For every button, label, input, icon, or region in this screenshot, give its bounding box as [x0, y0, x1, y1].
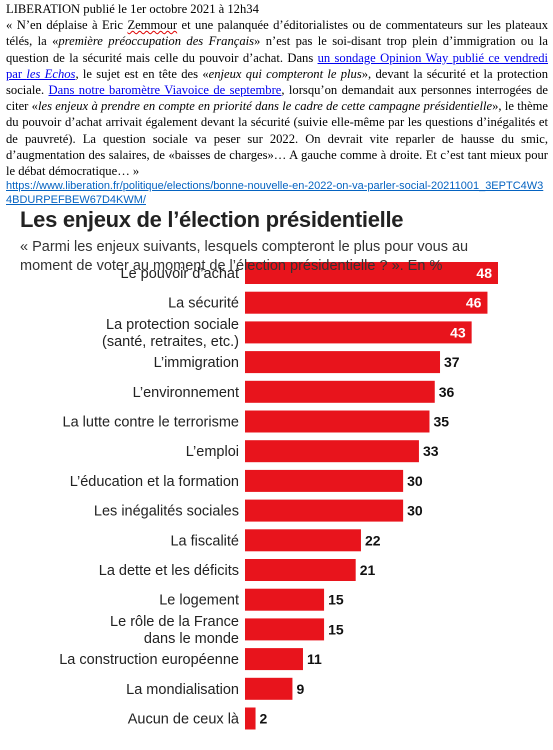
value-label-15: 2 [260, 711, 268, 727]
value-label-8: 30 [407, 503, 423, 519]
category-label-4: L’environnement [133, 385, 239, 401]
category-label-3: L’immigration [154, 355, 239, 371]
bar-6 [245, 440, 419, 463]
value-label-7: 30 [407, 473, 423, 489]
bar-1 [245, 291, 488, 314]
article-quote-3: les enjeux à prendre en compte en priori… [37, 99, 493, 114]
article-name-zemmour: Zemmour [127, 18, 178, 33]
bar-12 [245, 618, 325, 641]
bar-15 [245, 707, 256, 730]
bar-7 [245, 469, 404, 492]
bar-13 [245, 648, 303, 671]
category-label-2: La protection sociale (santé, retraites, … [102, 317, 239, 350]
bar-10 [245, 559, 356, 581]
value-label-14: 9 [296, 681, 304, 697]
article-text: LIBERATION publié le 1er octobre 2021 à … [6, 1, 548, 207]
category-label-1: La sécurité [168, 296, 239, 312]
bar-4 [245, 380, 435, 403]
category-label-0: Le pouvoir d’achat [121, 266, 240, 282]
value-label-13: 11 [307, 651, 322, 667]
value-label-11: 15 [328, 592, 344, 608]
value-label-2: 43 [450, 324, 466, 340]
article-header: LIBERATION publié le 1er octobre 2021 à … [6, 2, 259, 16]
value-label-10: 21 [360, 562, 376, 578]
category-label-13: La construction européenne [59, 652, 239, 668]
category-label-8: Les inégalités sociales [94, 504, 239, 520]
bar-5 [245, 410, 430, 433]
bar-3 [245, 351, 441, 374]
article-text-4: , le sujet est en tête des « [75, 66, 209, 81]
opinionway-link[interactable]: un sondage Opinion Way publié ce vendred… [6, 50, 548, 81]
category-label-10: La dette et les déficits [99, 563, 239, 579]
article-text-2: et une palanquée d’éditorialistes ou de … [6, 18, 548, 49]
article-text-7: », le thème du pouvoir d’achat arrivait … [6, 99, 548, 179]
category-label-15: Aucun de ceux là [128, 712, 240, 728]
bars-group: Le pouvoir d’achat 48 La sécurité 46 La prot… [59, 262, 498, 730]
bar-0 [245, 262, 498, 284]
bar-14 [245, 677, 293, 700]
value-label-6: 33 [423, 443, 439, 459]
bar-11 [245, 588, 325, 611]
chart-title: Les enjeux de l’élection présidentielle [20, 207, 404, 232]
article-text-3: » n’est pas le soi-disant trop plein d’i… [6, 34, 548, 65]
bar-chart: Le pouvoir d’achat 48 La sécurité 46 La prot… [59, 262, 498, 730]
value-label-0: 48 [476, 265, 492, 281]
article-quote-1: première préoccupation des Français [58, 34, 255, 49]
chart-subtitle: « Parmi les enjeux suivants, lesquels co… [20, 239, 469, 274]
bar-9 [245, 529, 361, 552]
chart-container: Le pouvoir d’achat 48 La sécurité 46 La prot… [8, 205, 513, 750]
article-quote-2: enjeux qui compteront le plus [208, 66, 362, 81]
category-label-7: L’éducation et la formation [70, 474, 239, 490]
category-label-6: L’emploi [186, 444, 239, 460]
article-text-6: , lorsqu’on demandait aux personnes inte… [6, 83, 548, 114]
article-text-5: », devant la sécurité et la protection s… [6, 66, 548, 98]
category-label-12: Le rôle de la France dans le monde [110, 614, 239, 647]
bar-8 [245, 499, 404, 522]
value-label-12: 15 [328, 621, 344, 637]
category-label-14: La mondialisation [126, 682, 239, 698]
source-url-link[interactable]: https://www.liberation.fr/politique/elec… [6, 180, 544, 206]
article-text-1: « N’en déplaise à Eric [6, 18, 128, 33]
category-label-9: La fiscalité [170, 533, 239, 549]
value-label-3: 37 [444, 354, 460, 370]
value-label-9: 22 [365, 532, 381, 548]
value-label-1: 46 [466, 295, 482, 311]
viavoice-link[interactable]: Dans notre baromètre Viavoice de septemb… [48, 83, 282, 98]
category-label-5: La lutte contre le terrorisme [63, 415, 240, 431]
category-label-11: Le logement [159, 593, 239, 609]
bar-2 [245, 321, 472, 344]
value-label-5: 35 [433, 414, 449, 430]
value-label-4: 36 [439, 384, 455, 400]
